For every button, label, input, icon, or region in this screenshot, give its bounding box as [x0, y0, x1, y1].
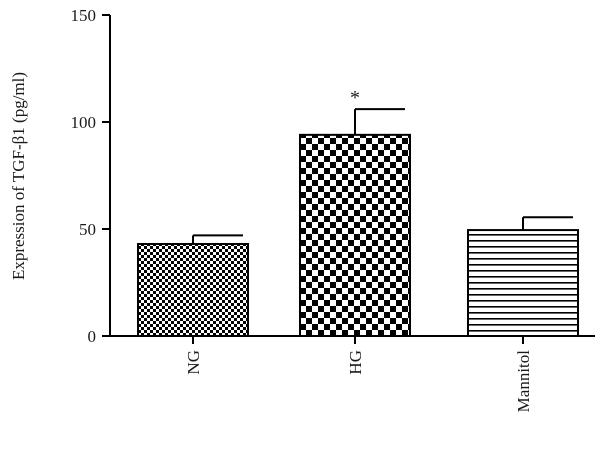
- significance-marker: *: [350, 87, 360, 109]
- x-category-label: HG: [346, 350, 365, 375]
- x-category-label: Mannitol: [514, 350, 533, 413]
- y-tick-label: 100: [71, 113, 97, 132]
- y-tick-label: 50: [79, 220, 96, 239]
- x-axis-labels: NG HG Mannitol: [184, 336, 533, 412]
- bar-hg: [299, 133, 411, 337]
- y-tick-label: 0: [88, 327, 97, 346]
- y-axis-title: Expression of TGF-β1 (pg/ml): [9, 72, 28, 280]
- y-axis-ticks: 0 50 100 150: [71, 6, 110, 346]
- bar-mannitol: [467, 229, 579, 338]
- bars: *: [137, 87, 579, 338]
- y-tick-label: 150: [71, 6, 97, 25]
- bar-ng: [137, 242, 249, 337]
- x-category-label: NG: [184, 350, 203, 375]
